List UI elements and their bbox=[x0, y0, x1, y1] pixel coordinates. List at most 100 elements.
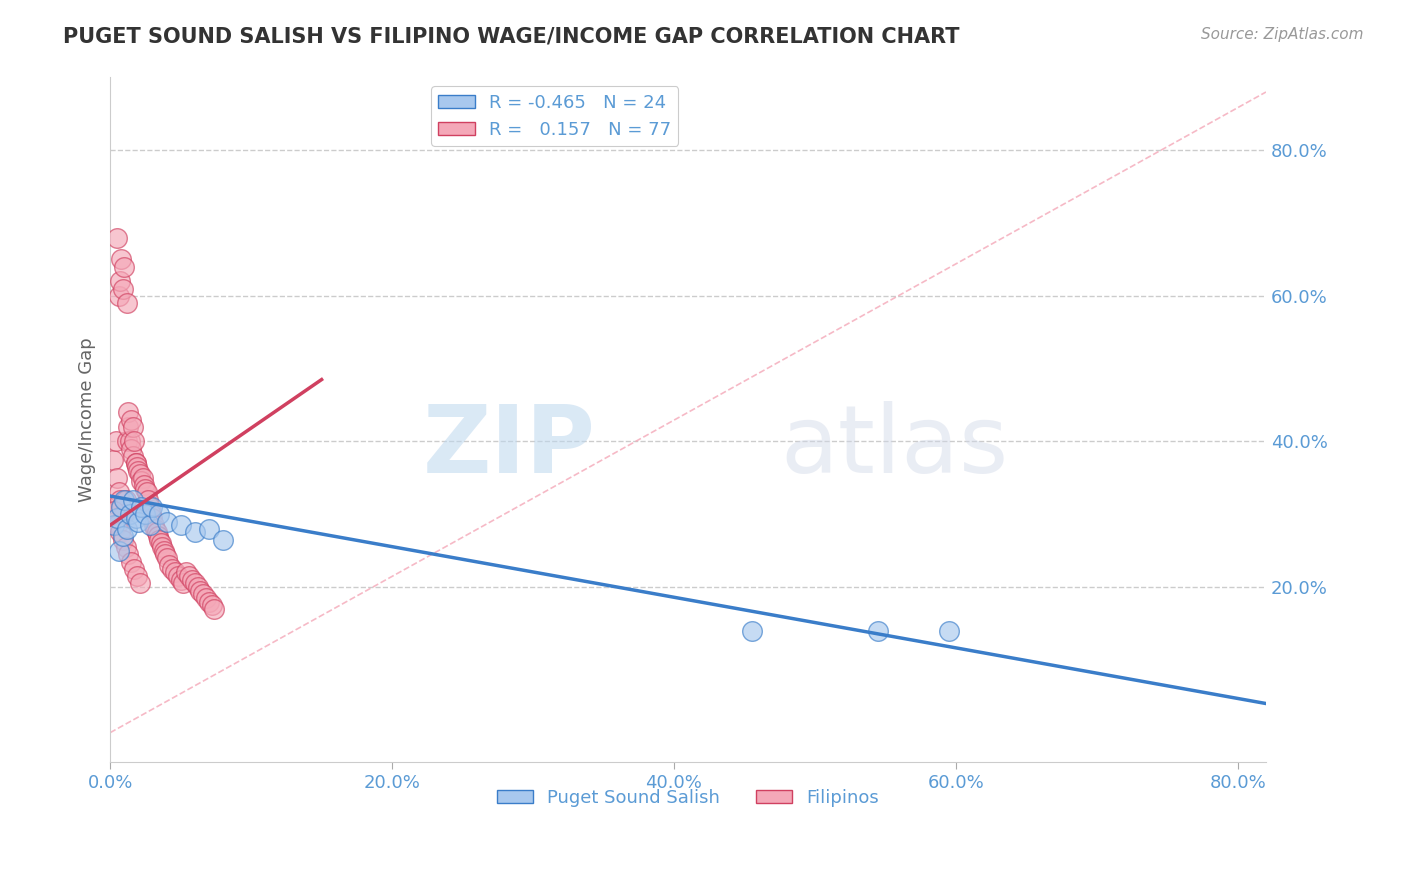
Point bbox=[177, 569, 200, 583]
Point bbox=[107, 485, 129, 500]
Point bbox=[169, 573, 191, 587]
Point bbox=[103, 518, 125, 533]
Y-axis label: Wage/Income Gap: Wage/Income Gap bbox=[79, 337, 96, 502]
Point bbox=[108, 492, 131, 507]
Point bbox=[155, 550, 177, 565]
Point bbox=[111, 529, 134, 543]
Legend: Puget Sound Salish, Filipinos: Puget Sound Salish, Filipinos bbox=[489, 782, 887, 814]
Point bbox=[124, 456, 146, 470]
Point bbox=[160, 562, 183, 576]
Point bbox=[141, 500, 163, 514]
Point bbox=[118, 508, 141, 522]
Point bbox=[117, 420, 139, 434]
Point bbox=[117, 405, 139, 419]
Text: atlas: atlas bbox=[780, 401, 1008, 493]
Point bbox=[149, 536, 172, 550]
Point bbox=[198, 594, 221, 608]
Point bbox=[169, 518, 191, 533]
Point bbox=[141, 511, 163, 525]
Point bbox=[212, 533, 235, 547]
Point bbox=[187, 580, 209, 594]
Point bbox=[135, 485, 157, 500]
Point bbox=[184, 525, 207, 540]
Point bbox=[128, 576, 150, 591]
Point bbox=[124, 456, 146, 470]
Point bbox=[143, 522, 166, 536]
Point bbox=[125, 569, 148, 583]
Point bbox=[146, 529, 169, 543]
Point bbox=[204, 602, 226, 616]
Point bbox=[145, 525, 167, 540]
Point bbox=[201, 599, 224, 613]
Text: Source: ZipAtlas.com: Source: ZipAtlas.com bbox=[1201, 27, 1364, 42]
Point bbox=[112, 260, 135, 274]
Point bbox=[111, 282, 134, 296]
Point bbox=[124, 511, 146, 525]
Point bbox=[150, 540, 173, 554]
Point bbox=[163, 566, 186, 580]
Point bbox=[107, 543, 129, 558]
Point bbox=[132, 478, 155, 492]
Point bbox=[112, 508, 135, 522]
Point bbox=[148, 508, 170, 522]
Point bbox=[101, 452, 124, 467]
Point bbox=[105, 230, 128, 244]
Point bbox=[129, 500, 152, 514]
Point bbox=[139, 508, 162, 522]
Point bbox=[107, 289, 129, 303]
Point bbox=[131, 471, 153, 485]
Point bbox=[125, 459, 148, 474]
Point bbox=[112, 492, 135, 507]
Point bbox=[108, 274, 131, 288]
Point bbox=[195, 591, 218, 605]
Point bbox=[122, 562, 145, 576]
Point bbox=[103, 515, 125, 529]
Point bbox=[193, 587, 215, 601]
Point bbox=[155, 515, 177, 529]
Point bbox=[120, 442, 142, 456]
Point bbox=[104, 434, 127, 449]
Point bbox=[184, 576, 207, 591]
Point bbox=[117, 547, 139, 561]
Text: ZIP: ZIP bbox=[423, 401, 596, 493]
Point bbox=[166, 569, 188, 583]
Point bbox=[120, 555, 142, 569]
Point bbox=[121, 492, 143, 507]
Point bbox=[180, 573, 202, 587]
Point bbox=[142, 518, 165, 533]
Point bbox=[110, 252, 132, 267]
Point bbox=[105, 511, 128, 525]
Point bbox=[108, 525, 131, 540]
Point bbox=[121, 449, 143, 463]
Point bbox=[190, 583, 212, 598]
Point bbox=[120, 412, 142, 426]
Point bbox=[138, 518, 160, 533]
Point bbox=[115, 296, 138, 310]
Point bbox=[103, 503, 125, 517]
Point bbox=[138, 500, 160, 514]
Point bbox=[136, 492, 159, 507]
Point bbox=[938, 624, 960, 638]
Point bbox=[129, 475, 152, 489]
Point bbox=[148, 533, 170, 547]
Point bbox=[121, 420, 143, 434]
Point bbox=[111, 508, 134, 522]
Point bbox=[134, 482, 156, 496]
Point bbox=[105, 471, 128, 485]
Point bbox=[115, 522, 138, 536]
Point bbox=[152, 543, 174, 558]
Point bbox=[105, 518, 128, 533]
Point bbox=[122, 434, 145, 449]
Point bbox=[118, 434, 141, 449]
Point bbox=[111, 533, 134, 547]
Point bbox=[134, 508, 156, 522]
Point bbox=[127, 464, 149, 478]
Point bbox=[740, 624, 762, 638]
Point bbox=[127, 515, 149, 529]
Point bbox=[128, 467, 150, 482]
Text: PUGET SOUND SALISH VS FILIPINO WAGE/INCOME GAP CORRELATION CHART: PUGET SOUND SALISH VS FILIPINO WAGE/INCO… bbox=[63, 27, 960, 46]
Point bbox=[868, 624, 890, 638]
Point bbox=[115, 434, 138, 449]
Point bbox=[114, 492, 136, 507]
Point bbox=[110, 500, 132, 514]
